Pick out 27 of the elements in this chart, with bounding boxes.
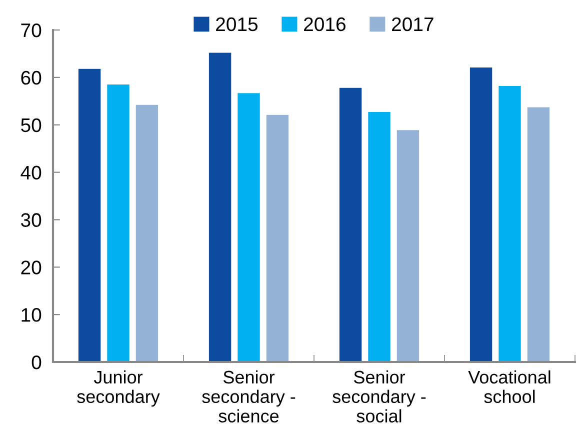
- legend-label: 2016: [304, 17, 346, 32]
- bar: [238, 93, 260, 362]
- x-tick-label: Senior secondary - science: [202, 370, 296, 422]
- bar: [498, 86, 521, 362]
- y-tick-label: 70: [21, 23, 42, 38]
- y-tick-label: 40: [20, 166, 42, 180]
- bar: [339, 88, 362, 362]
- y-tick-label: 30: [21, 213, 42, 227]
- bar: [396, 130, 420, 362]
- bar: [136, 104, 158, 362]
- x-tick-label: Vocational school: [468, 370, 550, 404]
- x-tick-label: Senior secondary - social: [332, 370, 426, 422]
- y-tick-label: 50: [21, 118, 42, 132]
- bar: [208, 52, 232, 362]
- bar: [527, 107, 550, 362]
- y-tick-label: 10: [22, 308, 42, 322]
- bar: [107, 84, 130, 362]
- legend-label: 2017: [392, 17, 434, 32]
- bar: [470, 67, 492, 362]
- bar: [78, 68, 101, 362]
- bar: [266, 114, 289, 362]
- legend-label: 2015: [216, 17, 258, 32]
- y-tick-label: 60: [21, 70, 42, 85]
- y-tick-label: 20: [21, 260, 42, 274]
- bar: [368, 112, 390, 362]
- y-tick-label: 0: [32, 355, 42, 370]
- x-tick-label: Junior secondary: [77, 370, 160, 407]
